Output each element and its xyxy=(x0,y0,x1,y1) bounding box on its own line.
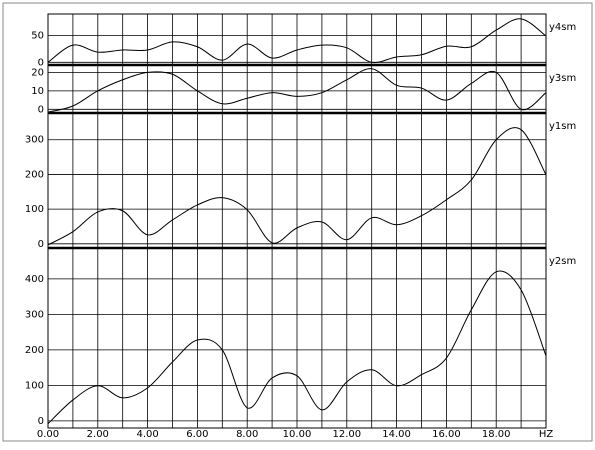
y-tick-label: 0 xyxy=(38,104,44,115)
y-tick-label: 0 xyxy=(38,239,44,250)
panel-label: y3sm xyxy=(549,73,576,84)
x-tick-label: 10.00 xyxy=(283,429,312,440)
x-tick-label: 18.00 xyxy=(482,429,511,440)
y-tick-label: 100 xyxy=(25,380,44,391)
panel-label: y4sm xyxy=(549,22,576,33)
y-tick-label: 300 xyxy=(25,135,44,146)
y-tick-label: 200 xyxy=(25,345,44,356)
x-tick-label: 0.00 xyxy=(37,429,59,440)
x-tick-label: 12.00 xyxy=(332,429,361,440)
y-tick-label: 400 xyxy=(25,274,44,285)
y-tick-label: 10 xyxy=(31,86,44,97)
y-tick-label: 0 xyxy=(38,416,44,427)
y-tick-label: 20 xyxy=(31,67,44,78)
panel-label: y1sm xyxy=(549,121,576,132)
x-tick-label: 16.00 xyxy=(432,429,461,440)
y-tick-label: 50 xyxy=(31,30,44,41)
x-tick-label: 2.00 xyxy=(87,429,109,440)
series-line xyxy=(47,270,547,425)
frame xyxy=(2,2,593,442)
y-tick-label: 200 xyxy=(25,169,44,180)
x-tick-label: 4.00 xyxy=(136,429,158,440)
y-tick-label: 100 xyxy=(25,204,44,215)
series-line xyxy=(47,68,547,113)
x-tick-label: 14.00 xyxy=(382,429,411,440)
y-tick-label: 300 xyxy=(25,309,44,320)
series-line xyxy=(47,127,547,246)
series-line xyxy=(47,18,547,64)
x-tick-label: 6.00 xyxy=(186,429,208,440)
x-tick-label: 8.00 xyxy=(236,429,258,440)
y-tick-label: 0 xyxy=(38,57,44,68)
x-tick-label: HZ xyxy=(539,429,554,440)
panel-label: y2sm xyxy=(549,256,576,267)
